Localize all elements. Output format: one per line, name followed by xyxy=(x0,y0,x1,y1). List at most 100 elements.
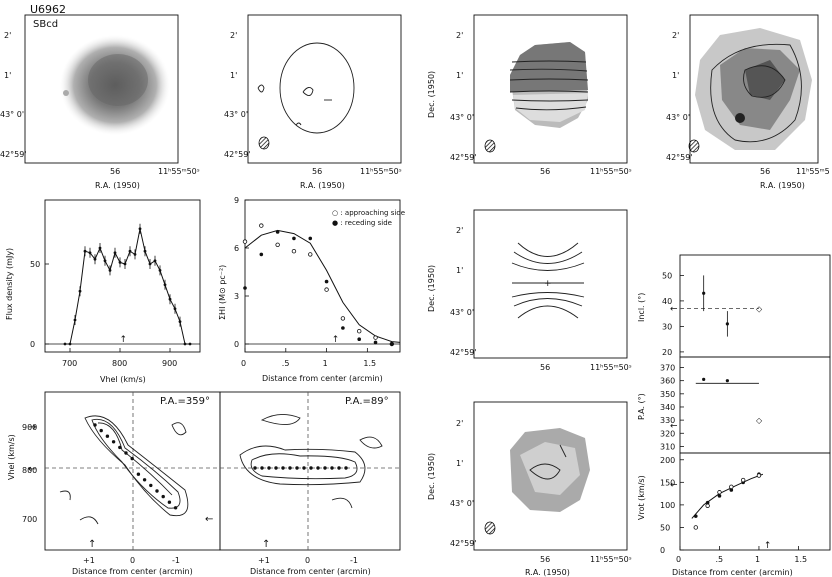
tilted-ring-panels: ◇ 20 30 40 50 ← ◇ 310 320 330 340 350 360 370 ← 0 .5 1 1… xyxy=(637,254,831,577)
pa-point xyxy=(702,377,706,381)
pv-point xyxy=(253,466,257,470)
ytick-43: 43° 0' xyxy=(224,110,248,119)
pv-point xyxy=(316,466,320,470)
vrot-point-open xyxy=(740,477,746,483)
ytick-1: 1' xyxy=(456,459,463,468)
incl-diamond: ◇ xyxy=(756,305,763,314)
arrow-left: ← xyxy=(205,514,213,525)
xtick-11h55m50s: 11ʰ55ᵐ50ˢ xyxy=(590,555,632,564)
model-curve xyxy=(244,229,401,343)
pa-arrow: ← xyxy=(670,421,678,431)
ytick-42: 42°59' xyxy=(666,153,693,162)
x-tick-label: 0 xyxy=(676,555,681,564)
xtick-11h55m50s: 11ʰ55ᵐ50ˢ xyxy=(360,167,402,176)
pv-point xyxy=(167,500,172,504)
hi-map-panel: 2' 1' 43° 0' 42°59' 56 11ʰ55ᵐ50ˢ R.A. (1… xyxy=(224,14,402,190)
y-tick-label: 20 xyxy=(662,348,672,357)
vrot-ylabel: Vrot (km/s) xyxy=(637,475,646,520)
surface-density-panel: 0 .5 1 1.5 0 3 6 9 ↑ ○ : approaching side ● : re… xyxy=(218,196,405,383)
y-tick-label: 0 xyxy=(660,546,665,555)
incl-point xyxy=(702,291,706,295)
xtick-11h55m5: 11ʰ55ᵐ5 xyxy=(796,167,830,176)
ytick-43: 43° 0' xyxy=(450,308,474,317)
ytick-2: 2' xyxy=(456,31,463,40)
y-tick-label: 30 xyxy=(662,322,672,331)
arrow-up: ↑ xyxy=(262,539,270,550)
vrot-point-open xyxy=(717,490,722,495)
ring-xlabel: Distance from center (arcmin) xyxy=(672,568,793,577)
ylabel: Dec. (1950) xyxy=(427,453,436,500)
legend-receding: ● : receding side xyxy=(332,219,392,227)
model-field-panel: + 2' 1' 43° 0' 42°59' Dec. (1950) 56 11ʰ… xyxy=(427,209,632,372)
flux-ylabel: Flux density (mJy) xyxy=(5,248,14,320)
pv-point xyxy=(173,506,178,510)
y-tick-label: 50 xyxy=(30,260,40,269)
y-tick-label: 370 xyxy=(660,364,675,373)
x-tick-label: .5 xyxy=(715,555,723,564)
incl-arrow: ← xyxy=(670,305,678,315)
vrot-curve xyxy=(691,473,764,519)
x-tick-label: .5 xyxy=(282,359,290,368)
y-tick-label: 0 xyxy=(30,340,35,349)
pv-point xyxy=(309,466,313,470)
ytick-900: 900 xyxy=(22,423,37,432)
approaching-point xyxy=(357,329,362,334)
arrow-805: ← xyxy=(28,464,36,475)
pv-point xyxy=(260,466,264,470)
legend-approaching: ○ : approaching side xyxy=(332,209,405,217)
vsys-arrow: ↑ xyxy=(120,335,128,345)
pv-point xyxy=(130,456,134,461)
ytick-2: 2' xyxy=(4,31,11,40)
xtick-11h55m50s: 11ʰ55ᵐ50ˢ xyxy=(590,363,632,372)
pv-diagram-left: P.A.=359° Vhel (km/s) 900 800 700 +1 0 -… xyxy=(7,391,221,576)
xtick-56: 56 xyxy=(540,363,550,372)
ytick-42: 42°59' xyxy=(450,153,477,162)
y-tick-label: 9 xyxy=(234,196,239,205)
xtick-11h55m50s: 11ʰ55ᵐ50ˢ xyxy=(158,167,200,176)
center-cross: + xyxy=(544,279,552,289)
x-tick-label: 1 xyxy=(755,555,760,564)
xtick-minus1: -1 xyxy=(350,556,358,565)
pv-point xyxy=(344,466,348,470)
velocity-field-panel: 2' 1' 43° 0' 42°59' Dec. (1950) 56 11ʰ55… xyxy=(427,14,632,176)
pv-point xyxy=(118,445,122,450)
y-tick-label: 320 xyxy=(660,429,675,438)
ytick-1: 1' xyxy=(672,71,679,80)
pv-point xyxy=(337,466,341,470)
ytick-42: 42°59' xyxy=(450,539,477,548)
approaching-point xyxy=(324,287,329,292)
y-tick-label: 330 xyxy=(660,416,675,425)
xlabel: R.A. (1950) xyxy=(525,568,570,577)
xtick-56: 56 xyxy=(540,167,550,176)
y-tick-label: 50 xyxy=(660,523,670,532)
vrot-point-open xyxy=(756,473,762,478)
ytick-1: 1' xyxy=(456,71,463,80)
ytick-2: 2' xyxy=(456,419,463,428)
pv-point xyxy=(136,472,141,476)
receding-point xyxy=(292,236,296,241)
vrot-point-open xyxy=(729,484,734,490)
vrot-point-open xyxy=(705,503,710,508)
receding-point xyxy=(275,230,280,234)
profile-point xyxy=(183,342,187,346)
vrot-point-filled xyxy=(693,514,698,518)
pv-point xyxy=(105,434,110,438)
vrot-arrow: ← xyxy=(670,481,678,491)
galaxy-name: U6962 xyxy=(30,3,66,16)
sigma-ylabel: ΣHI (M⊙ pc⁻²) xyxy=(218,265,227,320)
global-profile-panel: 700 800 900 0 50 ↑ Flux density (mJy) Vhel (k… xyxy=(5,199,201,384)
y-tick-label: 0 xyxy=(234,340,239,349)
morph-type: SBcd xyxy=(33,19,58,30)
pv-diagram-right: P.A.=89° +1 0 -1 Distance from center (a… xyxy=(205,391,401,576)
pv-point xyxy=(267,466,271,470)
profile-point xyxy=(63,342,67,346)
approaching-point xyxy=(308,252,313,257)
pv-point xyxy=(124,451,128,455)
pv-point xyxy=(149,483,153,488)
pa-diamond: ◇ xyxy=(756,416,763,425)
vrot-point-filled xyxy=(705,500,710,505)
pv-point xyxy=(330,466,334,470)
vrot-point-open xyxy=(693,525,698,530)
pa-right: P.A.=89° xyxy=(345,396,389,407)
